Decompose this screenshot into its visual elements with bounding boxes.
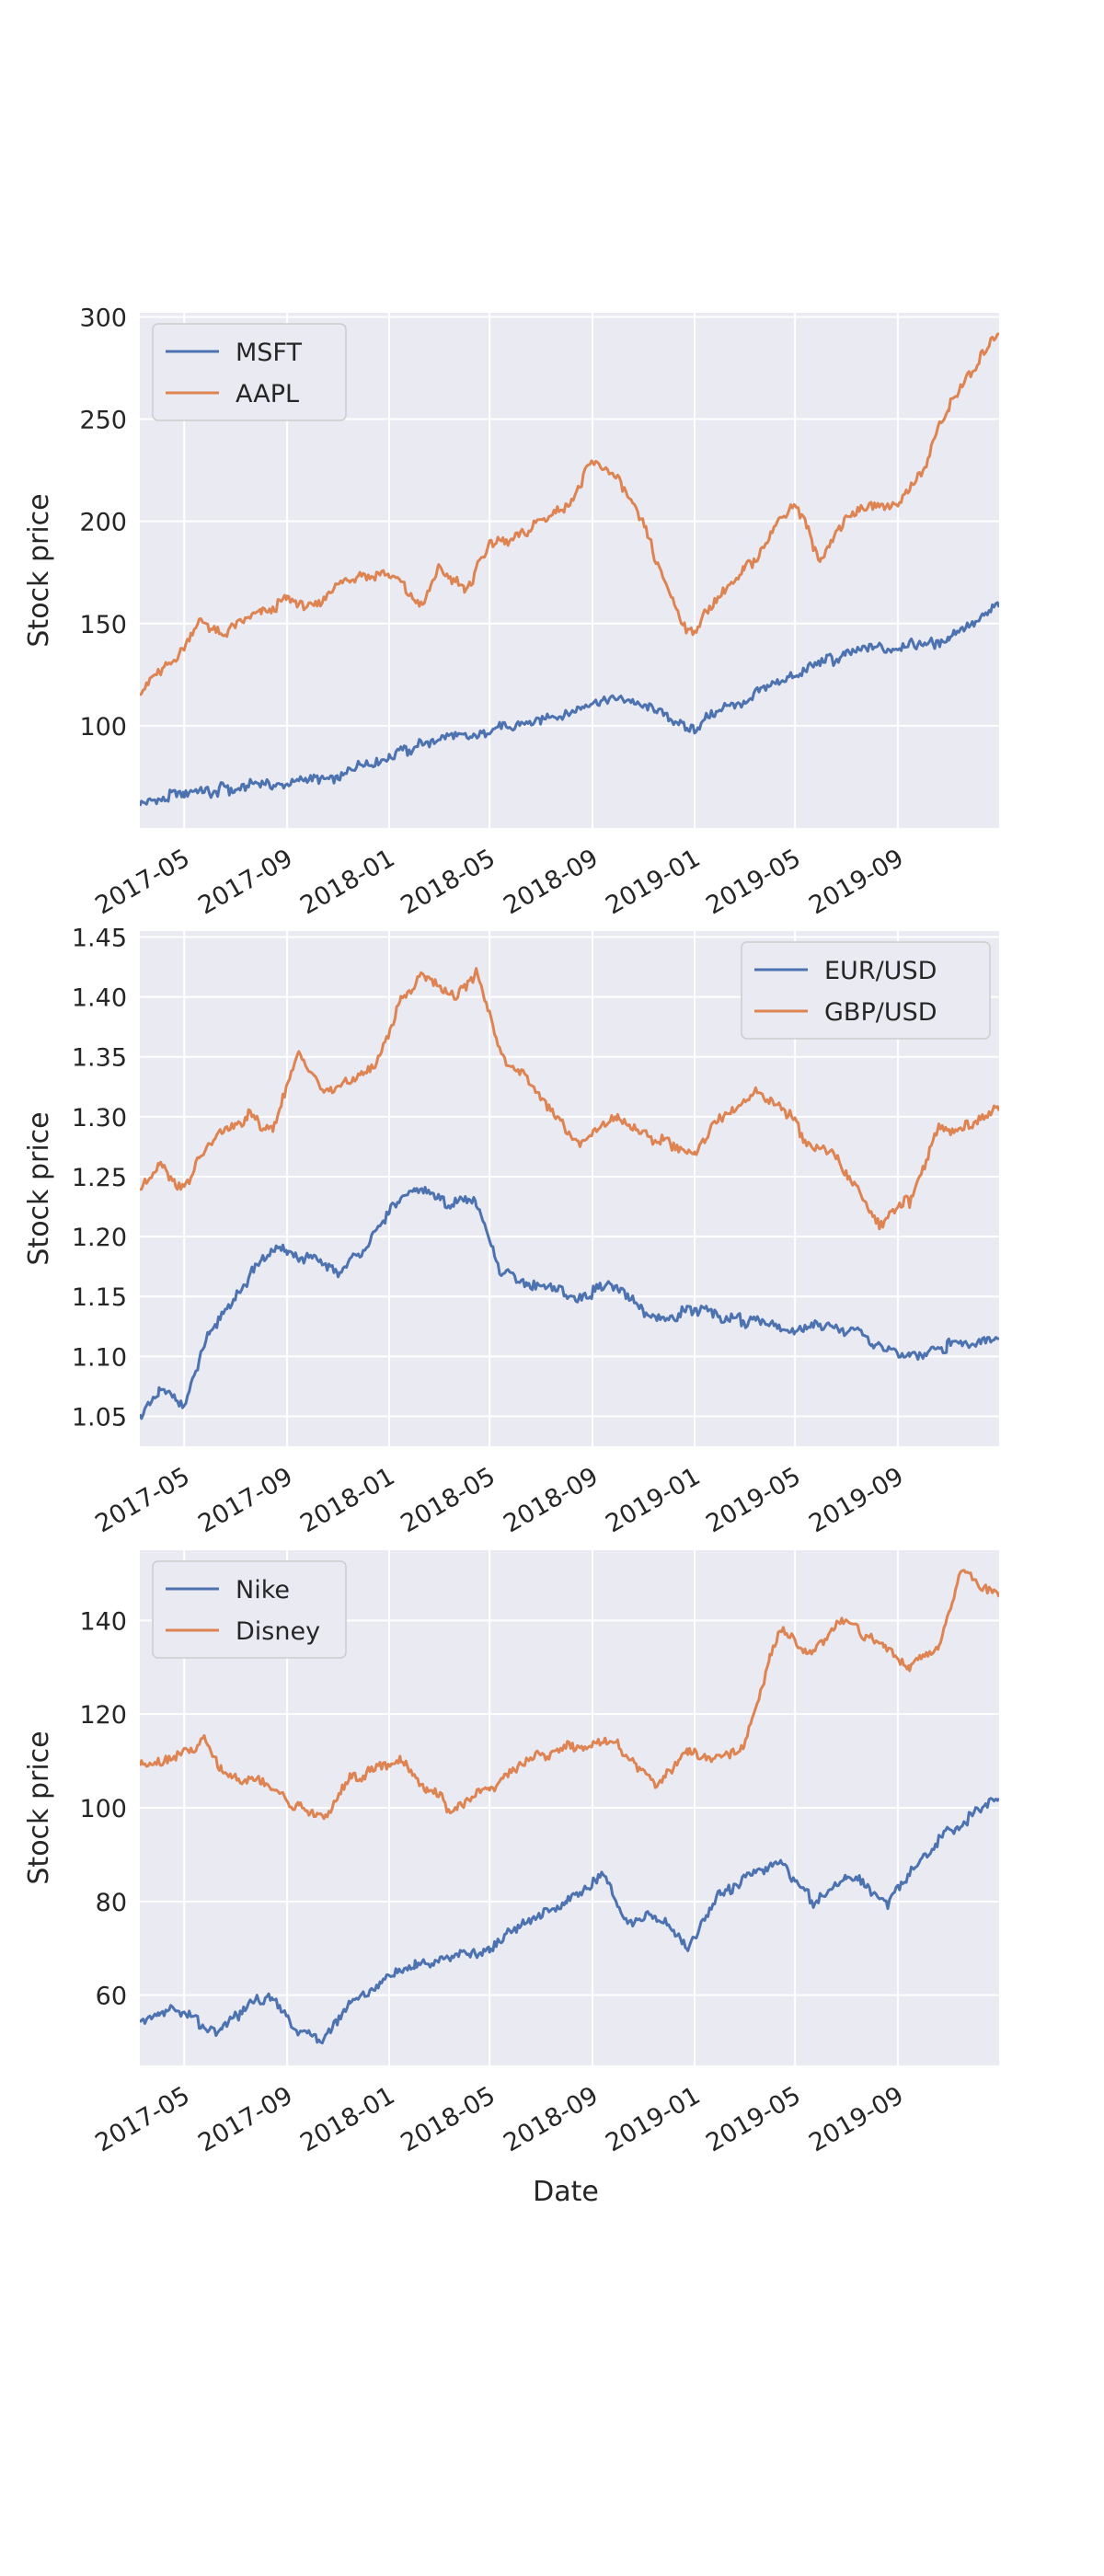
- chart-msft-aapl: 1001502002503002017-052017-092018-012018…: [23, 304, 999, 920]
- x-tick-label: 2017-09: [193, 1462, 297, 1538]
- y-axis-label: Stock price: [23, 1111, 55, 1265]
- x-tick-label: 2019-01: [601, 2081, 705, 2157]
- x-tick-label: 2017-05: [91, 844, 195, 920]
- y-tick-label: 1.40: [72, 984, 127, 1013]
- y-axis-label: Stock price: [23, 493, 55, 647]
- x-tick-label: 2019-09: [804, 1462, 908, 1538]
- x-tick-label: 2017-09: [193, 2081, 297, 2157]
- x-tick-label: 2019-05: [701, 844, 805, 920]
- y-tick-label: 300: [79, 304, 127, 332]
- legend-label: GBP/USD: [824, 998, 937, 1027]
- legend-label: MSFT: [236, 339, 302, 367]
- x-tick-label: 2019-01: [601, 1462, 705, 1538]
- y-tick-label: 150: [79, 611, 127, 639]
- x-tick-label: 2019-05: [701, 2081, 805, 2157]
- y-tick-label: 100: [79, 1795, 127, 1823]
- y-tick-label: 1.15: [72, 1283, 127, 1312]
- legend: EUR/USD GBP/USD: [741, 941, 991, 1040]
- y-tick-label: 1.35: [72, 1044, 127, 1073]
- y-tick-label: 1.10: [72, 1343, 127, 1372]
- x-tick-label: 2018-09: [499, 2081, 603, 2157]
- legend: MSFT AAPL: [152, 323, 347, 421]
- legend-label: Disney: [236, 1617, 320, 1646]
- legend-frame: [152, 323, 347, 421]
- y-tick-label: 100: [79, 713, 127, 742]
- x-tick-label: 2018-01: [295, 1462, 399, 1538]
- legend: Nike Disney: [152, 1560, 347, 1659]
- series-line-msft: [140, 601, 999, 807]
- x-tick-label: 2019-09: [804, 2081, 908, 2157]
- x-tick-label: 2017-05: [91, 2081, 195, 2157]
- x-tick-label: 2018-09: [499, 844, 603, 920]
- y-axis-label: Stock price: [23, 1731, 55, 1884]
- legend-label: AAPL: [236, 380, 299, 408]
- legend-frame: [741, 941, 991, 1040]
- y-tick-label: 1.05: [72, 1403, 127, 1432]
- y-tick-label: 1.45: [72, 925, 127, 953]
- series-line-eur-usd: [140, 1186, 999, 1420]
- y-tick-label: 250: [79, 407, 127, 435]
- legend-frame: [152, 1560, 347, 1659]
- series-line-gbp-usd: [140, 967, 999, 1231]
- x-tick-label: 2018-01: [295, 844, 399, 920]
- legend-label: EUR/USD: [824, 957, 937, 985]
- x-tick-label: 2019-05: [701, 1462, 805, 1538]
- series-line-aapl: [140, 331, 999, 696]
- y-tick-label: 200: [79, 509, 127, 537]
- chart-nike-disney: 60801001201402017-052017-092018-012018-0…: [23, 1550, 999, 2157]
- y-tick-label: 140: [79, 1607, 127, 1636]
- x-tick-label: 2019-09: [804, 844, 908, 920]
- x-tick-label: 2019-01: [601, 844, 705, 920]
- x-tick-label: 2017-05: [91, 1462, 195, 1538]
- x-tick-label: 2018-05: [396, 844, 500, 920]
- x-tick-label: 2018-09: [499, 1462, 603, 1538]
- y-tick-label: 1.25: [72, 1164, 127, 1192]
- chart-eur-gbp: 1.05 1.10 1.15 1.20 1.25 1.30 1.35 1.40 1.45 2017…: [23, 925, 999, 1538]
- y-tick-label: 80: [96, 1889, 127, 1917]
- x-tick-label: 2017-09: [193, 844, 297, 920]
- y-tick-label: 1.20: [72, 1224, 127, 1252]
- x-tick-label: 2018-05: [396, 1462, 500, 1538]
- legend-label: Nike: [236, 1576, 290, 1604]
- y-tick-label: 1.30: [72, 1104, 127, 1133]
- x-tick-label: 2018-05: [396, 2081, 500, 2157]
- series-line-nike: [140, 1797, 999, 2045]
- x-tick-label: 2018-01: [295, 2081, 399, 2157]
- y-tick-label: 60: [96, 1983, 127, 2011]
- x-axis-label: Date: [533, 2176, 599, 2208]
- y-tick-label: 120: [79, 1701, 127, 1730]
- series-line-disney: [140, 1569, 999, 1821]
